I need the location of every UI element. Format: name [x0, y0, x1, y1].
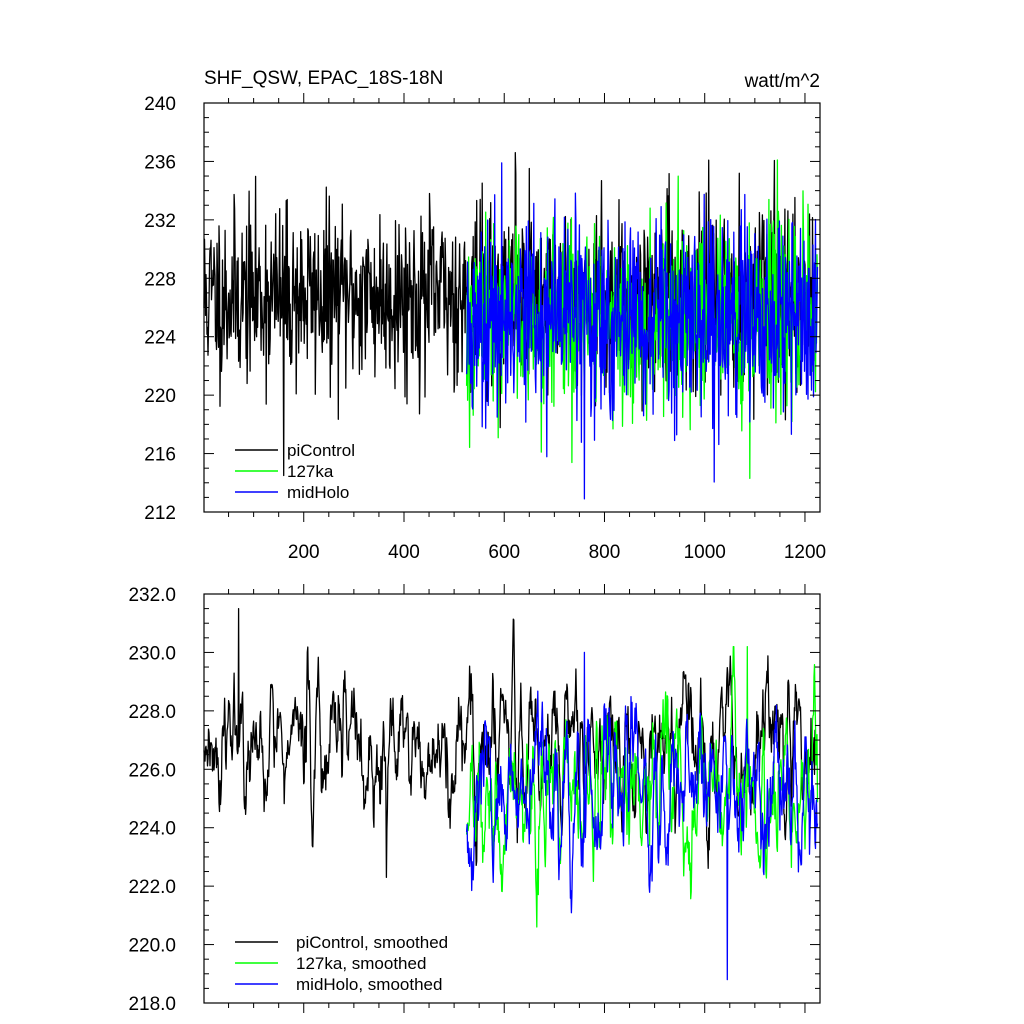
series-line-midholo — [465, 162, 819, 500]
x-tick-label: 400 — [388, 542, 420, 563]
legend-label-midholo: midHolo — [287, 483, 349, 502]
x-tick-label: 1200 — [784, 542, 826, 563]
y-tick-label: 240 — [144, 94, 176, 115]
bottom-panel: 218.0 220.0 222.0 224.0 226.0 228.0 230.0 232.0… — [128, 584, 821, 1015]
y-tick-label: 220.0 — [128, 936, 176, 957]
bottom-plot-area: 218.0 220.0 222.0 224.0 226.0 228.0 230.0 232.0 — [128, 584, 821, 1015]
y-tick-label: 222.0 — [128, 877, 176, 898]
top-plot-area: 212 216 220 224 228 232 236 240 200 400 600 800 1000… — [144, 93, 826, 563]
bottom-legend: piControl, smoothed 127ka, smoothed midH… — [235, 933, 448, 994]
x-tick-label: 600 — [488, 542, 520, 563]
y-tick-label: 218.0 — [128, 994, 176, 1015]
y-tick-label: 228 — [144, 269, 176, 290]
y-tick-label: 236 — [144, 152, 176, 173]
series-line-127ka-smoothed — [465, 645, 819, 928]
y-tick-label: 220 — [144, 386, 176, 407]
y-tick-label: 226.0 — [128, 760, 176, 781]
y-tick-label: 212 — [144, 503, 176, 524]
y-tick-label: 224 — [144, 328, 176, 349]
legend-label-picontrol: piControl — [287, 441, 355, 460]
top-panel: SHF_QSW, EPAC_18S-18N watt/m^2 212 216 220… — [144, 68, 826, 563]
legend-label-127ka: 127ka — [287, 462, 334, 481]
y-tick-label: 232.0 — [128, 585, 176, 606]
legend-label-midholo-smoothed: midHolo, smoothed — [296, 975, 442, 994]
units-label: watt/m^2 — [744, 71, 820, 92]
y-tick-label: 224.0 — [128, 819, 176, 840]
top-legend: piControl 127ka midHolo — [235, 441, 355, 502]
chart-title: SHF_QSW, EPAC_18S-18N — [204, 68, 443, 89]
y-tick-label: 230.0 — [128, 643, 176, 664]
legend-label-picontrol-smoothed: piControl, smoothed — [296, 933, 448, 952]
x-tick-label: 800 — [589, 542, 621, 563]
y-tick-label: 232 — [144, 211, 176, 232]
y-tick-label: 216 — [144, 445, 176, 466]
legend-label-127ka-smoothed: 127ka, smoothed — [296, 954, 426, 973]
x-tick-label: 1000 — [684, 542, 726, 563]
x-tick-label: 200 — [288, 542, 320, 563]
series-line-midholo-smoothed — [465, 651, 819, 981]
y-tick-label: 228.0 — [128, 702, 176, 723]
